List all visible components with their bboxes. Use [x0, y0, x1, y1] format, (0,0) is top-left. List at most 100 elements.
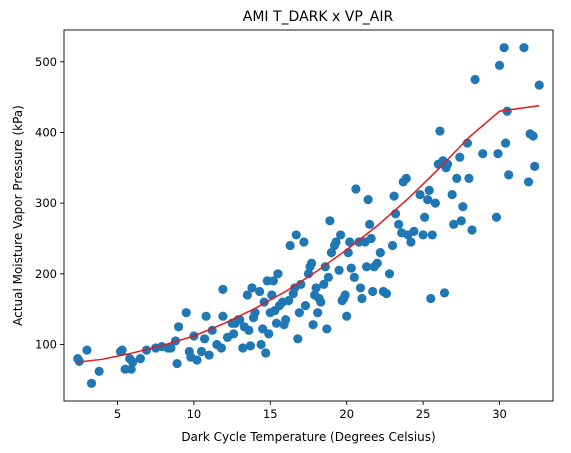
- data-point-127: [409, 226, 419, 236]
- data-point-75: [303, 269, 314, 279]
- data-point-128: [415, 190, 425, 200]
- y-tick-label-100: 100: [35, 337, 57, 351]
- data-point-32: [218, 284, 228, 294]
- data-point-113: [372, 258, 382, 268]
- data-point-156: [499, 43, 509, 53]
- data-point-142: [447, 190, 457, 200]
- data-point-80: [311, 283, 321, 293]
- data-point-159: [504, 170, 514, 180]
- data-point-6: [117, 345, 127, 355]
- data-point-135: [430, 198, 440, 208]
- data-point-70: [293, 334, 303, 344]
- data-point-154: [493, 149, 503, 159]
- data-point-69: [291, 230, 301, 240]
- data-point-139: [439, 288, 450, 298]
- data-point-74: [300, 301, 311, 311]
- data-point-116: [381, 288, 392, 299]
- chart-title: AMI T_DARK x VP_AIR: [243, 9, 394, 25]
- y-tick-label-200: 200: [35, 267, 57, 281]
- data-point-126: [406, 237, 416, 247]
- data-point-71: [294, 308, 304, 318]
- data-point-31: [216, 343, 226, 353]
- data-point-26: [199, 334, 210, 344]
- data-point-158: [502, 106, 512, 116]
- data-point-155: [494, 60, 505, 70]
- data-point-18: [172, 358, 182, 369]
- data-point-117: [384, 269, 395, 279]
- data-point-77: [306, 258, 317, 268]
- x-tick-label-20: 20: [339, 407, 354, 421]
- x-tick-label-10: 10: [187, 407, 202, 421]
- data-point-45: [247, 283, 257, 293]
- data-point-153: [491, 212, 502, 222]
- data-point-10: [128, 357, 138, 367]
- data-point-33: [218, 311, 228, 321]
- data-point-111: [368, 286, 378, 297]
- data-point-57: [268, 276, 278, 286]
- data-point-109: [365, 219, 375, 229]
- data-point-42: [242, 290, 252, 300]
- y-tick-label-400: 400: [35, 125, 57, 139]
- data-point-164: [530, 161, 540, 171]
- data-point-27: [201, 311, 211, 321]
- y-tick-label-500: 500: [35, 55, 57, 69]
- data-point-145: [455, 152, 465, 162]
- data-point-141: [442, 159, 453, 169]
- data-point-3: [86, 378, 97, 388]
- x-axis-label: Dark Cycle Temperature (Degrees Celsius): [181, 430, 435, 444]
- data-point-56: [267, 290, 277, 300]
- plot-area: [73, 43, 544, 388]
- data-point-129: [418, 230, 428, 240]
- data-point-101: [349, 272, 359, 282]
- data-point-134: [427, 230, 437, 240]
- data-point-97: [342, 311, 352, 321]
- data-point-149: [464, 173, 474, 183]
- plot-frame: [63, 29, 554, 402]
- data-point-124: [401, 173, 411, 183]
- data-point-130: [420, 212, 430, 222]
- data-point-121: [394, 219, 404, 229]
- y-axis: 100 200 300 400 500: [35, 55, 64, 351]
- data-point-163: [528, 131, 538, 141]
- data-point-54: [264, 329, 274, 339]
- data-point-157: [501, 138, 511, 148]
- data-point-107: [361, 262, 372, 272]
- data-point-81: [313, 308, 323, 318]
- data-point-16: [166, 343, 176, 353]
- fit-curve: [77, 104, 540, 363]
- data-point-133: [426, 293, 436, 304]
- data-point-99: [345, 237, 355, 247]
- data-point-114: [375, 248, 385, 258]
- data-point-72: [296, 279, 306, 289]
- data-point-28: [204, 350, 214, 360]
- data-point-64: [280, 315, 291, 325]
- data-point-73: [299, 237, 309, 247]
- data-point-100: [346, 263, 356, 273]
- data-point-108: [363, 195, 373, 205]
- data-point-119: [389, 191, 399, 201]
- data-point-24: [192, 355, 202, 365]
- data-point-131: [423, 195, 433, 205]
- data-point-20: [181, 308, 191, 318]
- x-tick-label-30: 30: [492, 407, 507, 421]
- data-point-92: [334, 265, 344, 275]
- data-point-144: [452, 173, 462, 183]
- data-point-48: [255, 286, 265, 297]
- data-point-147: [458, 202, 468, 212]
- data-point-150: [467, 225, 477, 235]
- x-tick-label-25: 25: [416, 407, 431, 421]
- data-point-85: [320, 262, 330, 272]
- data-point-146: [456, 216, 466, 226]
- data-point-102: [351, 184, 361, 194]
- data-point-50: [258, 324, 268, 334]
- x-tick-label-15: 15: [263, 407, 278, 421]
- x-axis: 5 10 15 20 25 30: [114, 401, 507, 421]
- data-point-49: [256, 339, 266, 350]
- data-point-89: [326, 248, 337, 258]
- data-point-19: [174, 322, 184, 332]
- data-point-105: [357, 293, 367, 304]
- data-point-65: [284, 296, 294, 306]
- data-point-91: [331, 237, 341, 247]
- data-point-84: [319, 279, 329, 289]
- data-point-40: [238, 343, 248, 353]
